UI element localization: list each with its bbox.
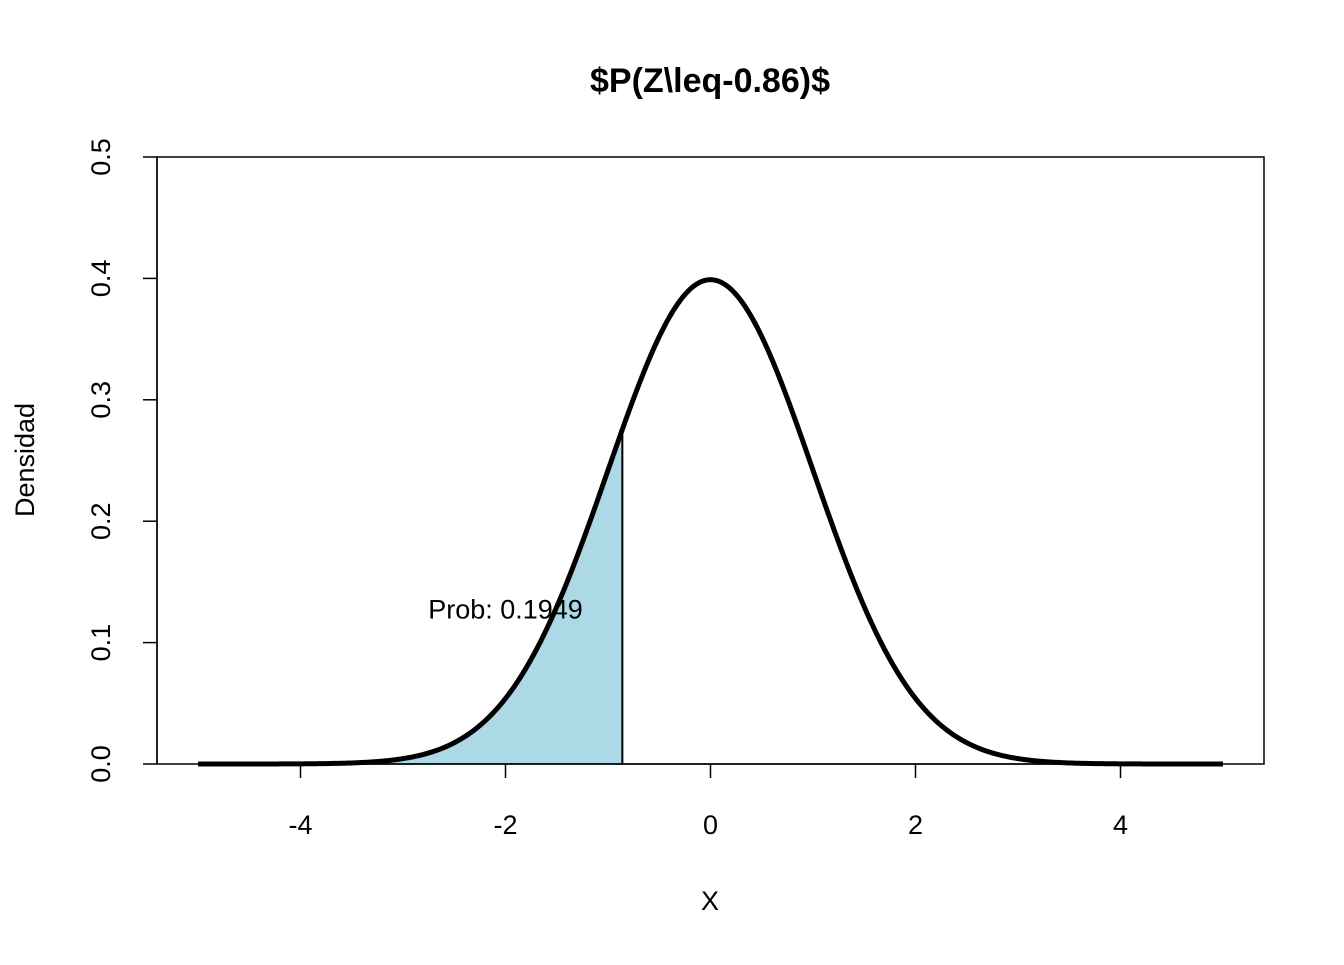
y-tick-label: 0.5 (86, 138, 116, 176)
y-tick-label: 0.2 (86, 502, 116, 540)
y-axis: 0.0 0.1 0.2 0.3 0.4 0.5 (86, 138, 158, 783)
density-curve-layer (198, 277, 1223, 767)
x-axis: -4 -2 0 2 4 (288, 763, 1128, 840)
x-axis-label: X (701, 886, 719, 916)
shaded-probability-area (198, 429, 623, 764)
chart-title: $P(Z\leq-0.86)$ (590, 62, 830, 100)
y-tick-label: 0.4 (86, 260, 116, 298)
y-tick-label: 0.1 (86, 624, 116, 662)
density-curve (198, 277, 1223, 767)
y-tick-label: 0.3 (86, 381, 116, 419)
x-tick-label: -2 (493, 810, 517, 840)
x-tick-label: 4 (1113, 810, 1128, 840)
x-tick-label: 0 (703, 810, 718, 840)
shaded-area-layer (198, 429, 624, 764)
x-tick-label: 2 (908, 810, 923, 840)
plot-box (156, 156, 1265, 765)
y-axis-label: Densidad (10, 403, 40, 517)
y-tick-label: 0.0 (86, 745, 116, 783)
x-tick-label: -4 (288, 810, 312, 840)
probability-annotation: Prob: 0.1949 (428, 595, 583, 625)
